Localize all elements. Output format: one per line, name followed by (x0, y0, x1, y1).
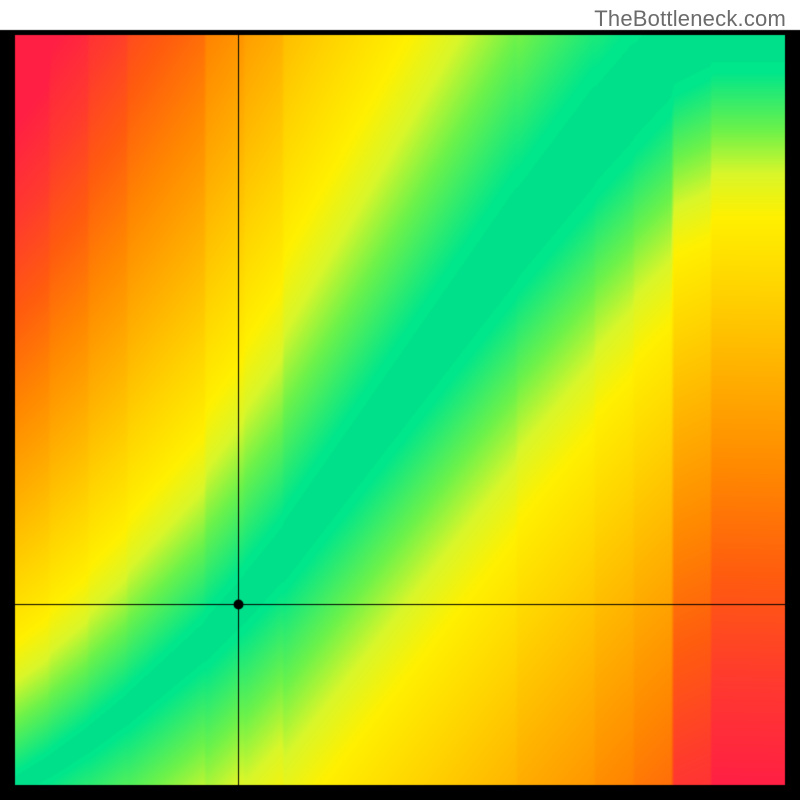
chart-container: TheBottleneck.com (0, 0, 800, 800)
bottleneck-heatmap (0, 0, 800, 800)
watermark-text: TheBottleneck.com (594, 6, 786, 32)
